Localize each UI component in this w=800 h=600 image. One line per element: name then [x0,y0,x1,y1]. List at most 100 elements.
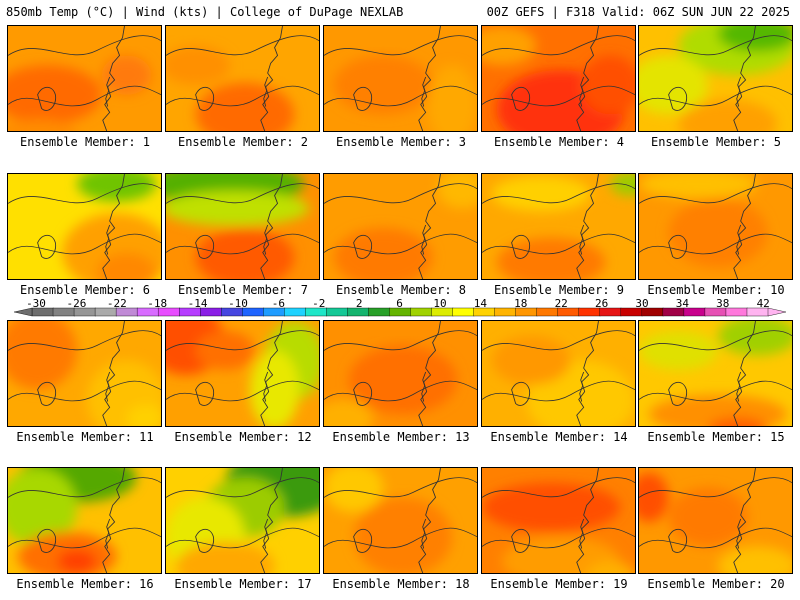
pressure-contour [639,527,792,549]
lake-outline [353,86,373,111]
temperature-blob [491,175,591,212]
temperature-blob [175,541,275,573]
coastline [102,26,125,131]
temperature-field [8,26,161,131]
temperature-blob [709,417,767,426]
run-valid-time: 00Z GEFS | F318 Valid: 06Z SUN JUN 22 20… [486,5,790,19]
temperature-field [482,321,635,426]
temperature-blob [96,252,157,279]
temperature-blob [195,330,255,371]
temperature-field [482,468,635,573]
temperature-field [8,174,161,279]
coastline [102,174,125,279]
lake-outline [353,528,373,553]
coastline [102,468,125,573]
colorbar-tick-label: 6 [396,297,403,310]
colorbar-tick-label: -26 [66,297,87,310]
bay-outline [736,371,742,402]
temperature-blob [324,468,384,513]
temperature-blob [126,404,161,426]
lake-outline [353,381,373,406]
ensemble-member-map [323,25,478,132]
temperature-blob [348,345,458,415]
temperature-blob [166,190,310,227]
pressure-contour [8,380,161,402]
coastline [576,468,599,573]
member-label: Ensemble Member: 15 [647,430,785,444]
temperature-blob [580,55,635,115]
ensemble-member-map [165,320,320,427]
colorbar-tick-label: -30 [26,297,46,310]
ensemble-member-map [638,173,793,280]
coastline [733,26,756,131]
lake-outline [668,528,688,553]
bay-outline [421,224,427,255]
lake-outline [511,86,531,111]
temperature-blob [496,237,606,279]
pressure-contour [639,477,792,498]
pressure-contour [8,85,161,107]
coastline [418,321,441,426]
temperature-field [166,174,319,279]
pressure-contour [8,477,161,498]
pressure-contour [324,85,477,107]
temperature-field [166,321,319,426]
temperature-field [639,321,792,426]
lake-outline [37,381,57,406]
pressure-contour [482,527,635,549]
lake-outline [668,234,688,259]
bay-outline [105,518,111,549]
temperature-blob [57,549,97,573]
pressure-contour [166,527,319,549]
bay-outline [105,371,111,402]
member-label: Ensemble Member: 18 [332,577,470,591]
ensemble-member-map [7,320,162,427]
colorbar-tick-label: 10 [433,297,447,310]
pressure-contour [482,380,635,402]
coastline [418,174,441,279]
bay-outline [263,518,269,549]
ensemble-member-map [7,173,162,280]
lake-outline [37,234,57,259]
temperature-blob [353,497,453,573]
temperature-field [8,321,161,426]
coastline [418,468,441,573]
temperature-field [324,468,477,573]
lake-outline [511,528,531,553]
bay-outline [421,76,427,107]
temperature-blob [324,399,374,426]
pressure-contour [639,183,792,204]
ensemble-member-map [7,467,162,574]
temperature-blob [610,174,635,196]
lake-outline [511,234,531,259]
member-label: Ensemble Member: 11 [16,430,154,444]
temperature-blob [8,65,102,125]
pressure-contour [324,380,477,402]
lake-outline [668,381,688,406]
temperature-blob [333,55,433,115]
ensemble-member-map [165,467,320,574]
pressure-contour [324,35,477,56]
bay-outline [736,224,742,255]
colorbar-tick-label: 42 [756,297,770,310]
temperature-blob [482,482,621,532]
temperature-blob [668,198,768,268]
pressure-contour [8,233,161,255]
coastline [576,26,599,131]
lake-outline [195,86,215,111]
temperature-blob [639,472,669,522]
temperature-field [166,26,319,131]
bay-outline [105,224,111,255]
pressure-contour [166,233,319,255]
temperature-blob [437,174,477,209]
bay-outline [579,518,585,549]
temperature-colorbar [13,307,787,317]
lake-outline [195,381,215,406]
ensemble-member-map [323,467,478,574]
bay-outline [579,371,585,402]
temperature-blob [717,321,792,356]
temperature-blob [717,546,792,573]
coastline [260,468,283,573]
colorbar-tick-label: 38 [716,297,730,310]
ensemble-member-map [638,467,793,574]
